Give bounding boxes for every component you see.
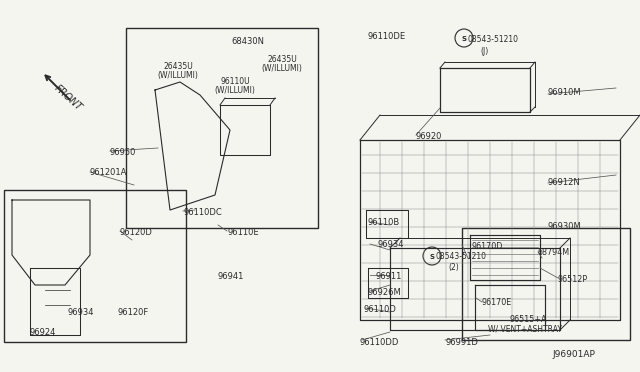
Text: 96912N: 96912N xyxy=(548,178,580,187)
Text: 96110B: 96110B xyxy=(368,218,400,227)
Text: 96110D: 96110D xyxy=(364,305,397,314)
Text: 96991D: 96991D xyxy=(445,338,478,347)
Text: 96110DC: 96110DC xyxy=(183,208,221,217)
Text: 96120D: 96120D xyxy=(120,228,153,237)
Text: (W/ILLUMI): (W/ILLUMI) xyxy=(214,86,255,95)
Text: 96515+A: 96515+A xyxy=(510,315,547,324)
Text: 96941: 96941 xyxy=(218,272,244,281)
Text: 96924: 96924 xyxy=(30,328,56,337)
Text: 96910M: 96910M xyxy=(548,88,582,97)
Text: 96110U: 96110U xyxy=(220,77,250,86)
Bar xyxy=(126,28,318,228)
Text: 96930M: 96930M xyxy=(548,222,582,231)
Text: 96950: 96950 xyxy=(110,148,136,157)
Text: 96110DD: 96110DD xyxy=(360,338,399,347)
Text: (J): (J) xyxy=(480,47,488,56)
Text: 68430N: 68430N xyxy=(232,37,264,46)
Text: S: S xyxy=(429,254,435,260)
Text: 96170E: 96170E xyxy=(482,298,512,307)
Text: 96920: 96920 xyxy=(416,132,442,141)
Text: 26435U: 26435U xyxy=(267,55,297,64)
Text: 96110DE: 96110DE xyxy=(367,32,405,41)
Text: S: S xyxy=(461,36,467,42)
Text: 08543-51210: 08543-51210 xyxy=(468,35,519,44)
Text: 96110E: 96110E xyxy=(227,228,259,237)
Text: FRONT: FRONT xyxy=(52,83,84,113)
Text: J96901AP: J96901AP xyxy=(552,350,595,359)
Bar xyxy=(462,228,630,340)
Text: 96934: 96934 xyxy=(378,240,404,249)
Text: 96911: 96911 xyxy=(376,272,403,281)
Text: (W/ILLUMI): (W/ILLUMI) xyxy=(157,71,198,80)
Text: 96934: 96934 xyxy=(68,308,95,317)
Text: 961201A: 961201A xyxy=(90,168,127,177)
Text: 96512P: 96512P xyxy=(558,275,588,284)
Text: W/ VENT+ASHTRAY: W/ VENT+ASHTRAY xyxy=(488,325,562,334)
Text: (W/ILLUMI): (W/ILLUMI) xyxy=(262,64,303,73)
Text: 96170D: 96170D xyxy=(472,242,504,251)
Text: (2): (2) xyxy=(448,263,459,272)
Text: 08543-51210: 08543-51210 xyxy=(436,252,487,261)
Text: 26435U: 26435U xyxy=(163,62,193,71)
Text: 96926M: 96926M xyxy=(368,288,402,297)
Text: 68794M: 68794M xyxy=(538,248,570,257)
Bar xyxy=(4,190,186,342)
Text: 96120F: 96120F xyxy=(118,308,149,317)
